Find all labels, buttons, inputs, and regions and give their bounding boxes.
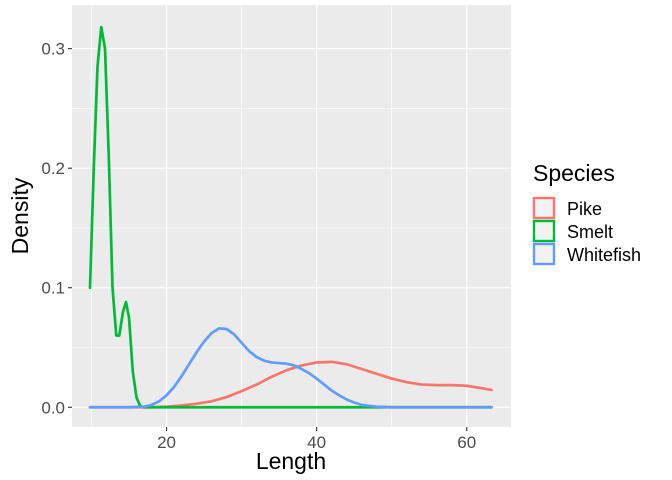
series-line-whitefish — [88, 327, 493, 409]
x-tick-label: 40 — [307, 433, 326, 452]
y-tick-label: 0.2 — [41, 159, 65, 178]
legend-label-smelt: Smelt — [567, 222, 613, 242]
x-tick-label: 60 — [457, 433, 476, 452]
x-axis: 20 40 60 — [157, 427, 476, 452]
legend-key-pike — [532, 196, 556, 220]
legend-title: Species — [533, 160, 615, 186]
legend: Species Pike Smelt Whitefish — [532, 160, 641, 266]
legend-items: Pike Smelt Whitefish — [532, 196, 641, 266]
y-axis-title: Density — [7, 177, 33, 254]
x-axis-title: Length — [256, 448, 326, 474]
series-line-pike — [88, 360, 493, 409]
series-lines — [88, 25, 493, 409]
x-tick-label: 20 — [157, 433, 176, 452]
legend-label-pike: Pike — [567, 199, 602, 219]
legend-key-whitefish — [532, 242, 556, 266]
minor-gridlines — [72, 5, 511, 427]
legend-key-smelt — [532, 219, 556, 243]
panel-background — [72, 5, 511, 427]
y-tick-label: 0.3 — [41, 40, 65, 59]
series-line-smelt — [88, 25, 493, 409]
y-axis: 0.0 0.1 0.2 0.3 — [41, 40, 72, 417]
y-tick-label: 0.1 — [41, 279, 65, 298]
legend-label-whitefish: Whitefish — [567, 245, 641, 265]
y-tick-label: 0.0 — [41, 398, 65, 417]
